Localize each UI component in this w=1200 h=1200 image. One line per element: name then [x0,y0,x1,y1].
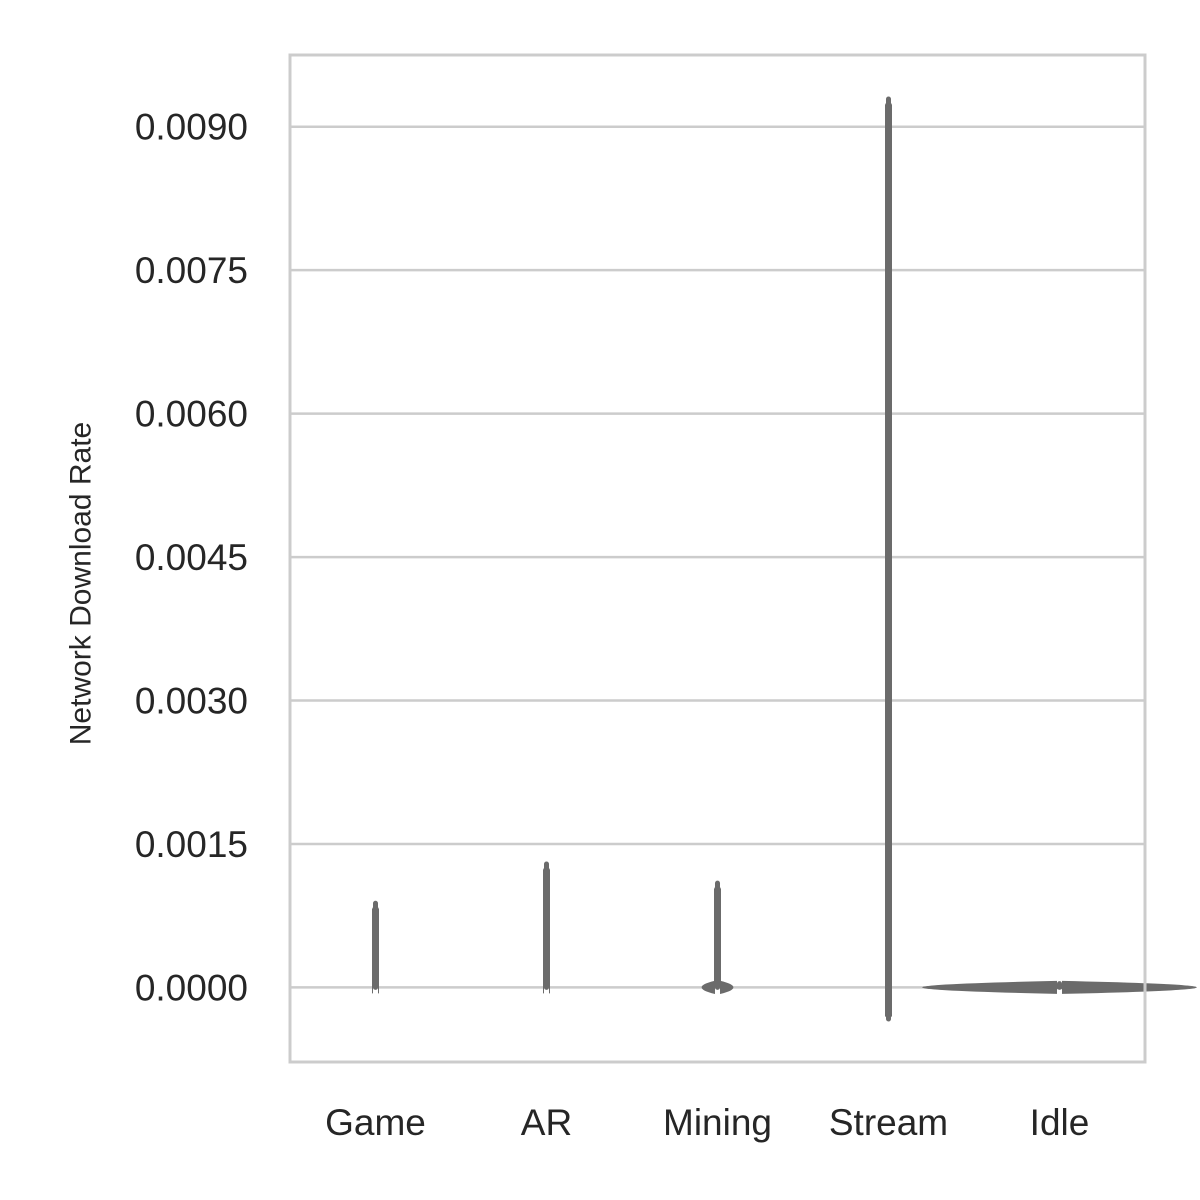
x-tick-label: Stream [829,1102,948,1143]
y-tick-label: 0.0030 [135,681,248,722]
y-tick-label: 0.0090 [135,107,248,148]
violin-mining [701,880,734,995]
violins [372,96,1197,1022]
y-tick-labels: 0.0000 0.0015 0.0030 0.0045 0.0060 0.0075 0.00… [135,107,248,1009]
x-tick-labels: Game AR Mining Stream Idle [325,1102,1089,1143]
x-tick-label: Idle [1030,1102,1090,1143]
x-tick-label: Mining [663,1102,772,1143]
violin-game [372,900,379,994]
y-tick-label: 0.0000 [135,967,248,1008]
y-tick-label: 0.0075 [135,250,248,291]
violin-stream [885,96,892,1022]
gridlines [290,125,1145,989]
y-tick-label: 0.0060 [135,394,248,435]
x-tick-label: AR [521,1102,572,1143]
y-tick-label: 0.0045 [135,537,248,578]
x-tick-label: Game [325,1102,426,1143]
violin-idle [922,980,1197,994]
y-tick-label: 0.0015 [135,824,248,865]
violin-ar [543,861,550,994]
y-axis-title: Network Download Rate [65,422,98,745]
plot-frame [288,53,1147,1064]
